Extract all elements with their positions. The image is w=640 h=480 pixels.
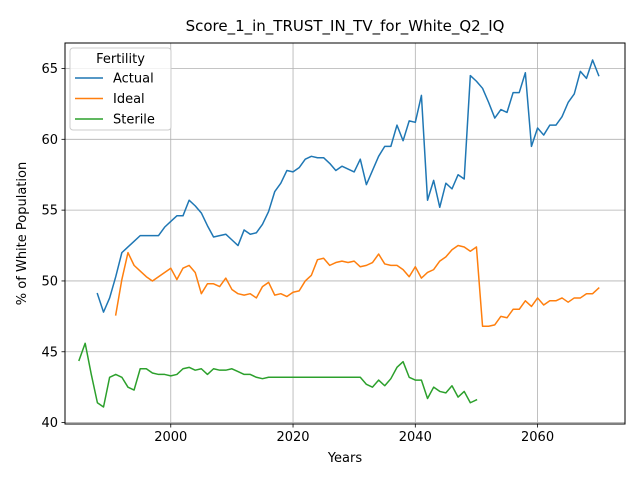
x-tick-label: 2020 [276,430,309,445]
series-line-ideal [114,244,600,328]
legend-title: Fertility [96,52,145,67]
x-axis-ticks: 2000 2020 2040 2060 [154,424,554,445]
x-tick-label: 2060 [521,430,554,445]
y-tick-label: 40 [41,416,58,431]
legend-entries: Actual Ideal Sterile [75,72,155,128]
series-lines [78,59,600,408]
y-tick-label: 60 [41,133,58,148]
y-axis-label: % of White Population [15,162,30,305]
legend-label-ideal: Ideal [113,92,145,107]
x-tick-label: 2040 [399,430,432,445]
x-axis-label: Years [327,451,363,466]
legend-label-actual: Actual [113,72,154,87]
chart-title: Score_1_in_TRUST_IN_TV_for_White_Q2_IQ [186,17,505,36]
y-tick-label: 55 [41,204,58,219]
series-line-actual [96,59,600,313]
y-tick-label: 50 [41,274,58,289]
series-line-sterile [78,342,478,408]
y-axis-ticks: 40 45 50 55 60 65 [41,62,65,431]
y-tick-label: 45 [41,345,58,360]
grid [65,43,625,424]
legend-box [69,47,172,131]
legend: Fertility Actual Ideal Sterile [69,47,172,131]
x-tick-label: 2000 [154,430,187,445]
y-tick-label: 65 [41,62,58,77]
plot-area-frame [64,42,626,425]
legend-label-sterile: Sterile [113,113,155,128]
